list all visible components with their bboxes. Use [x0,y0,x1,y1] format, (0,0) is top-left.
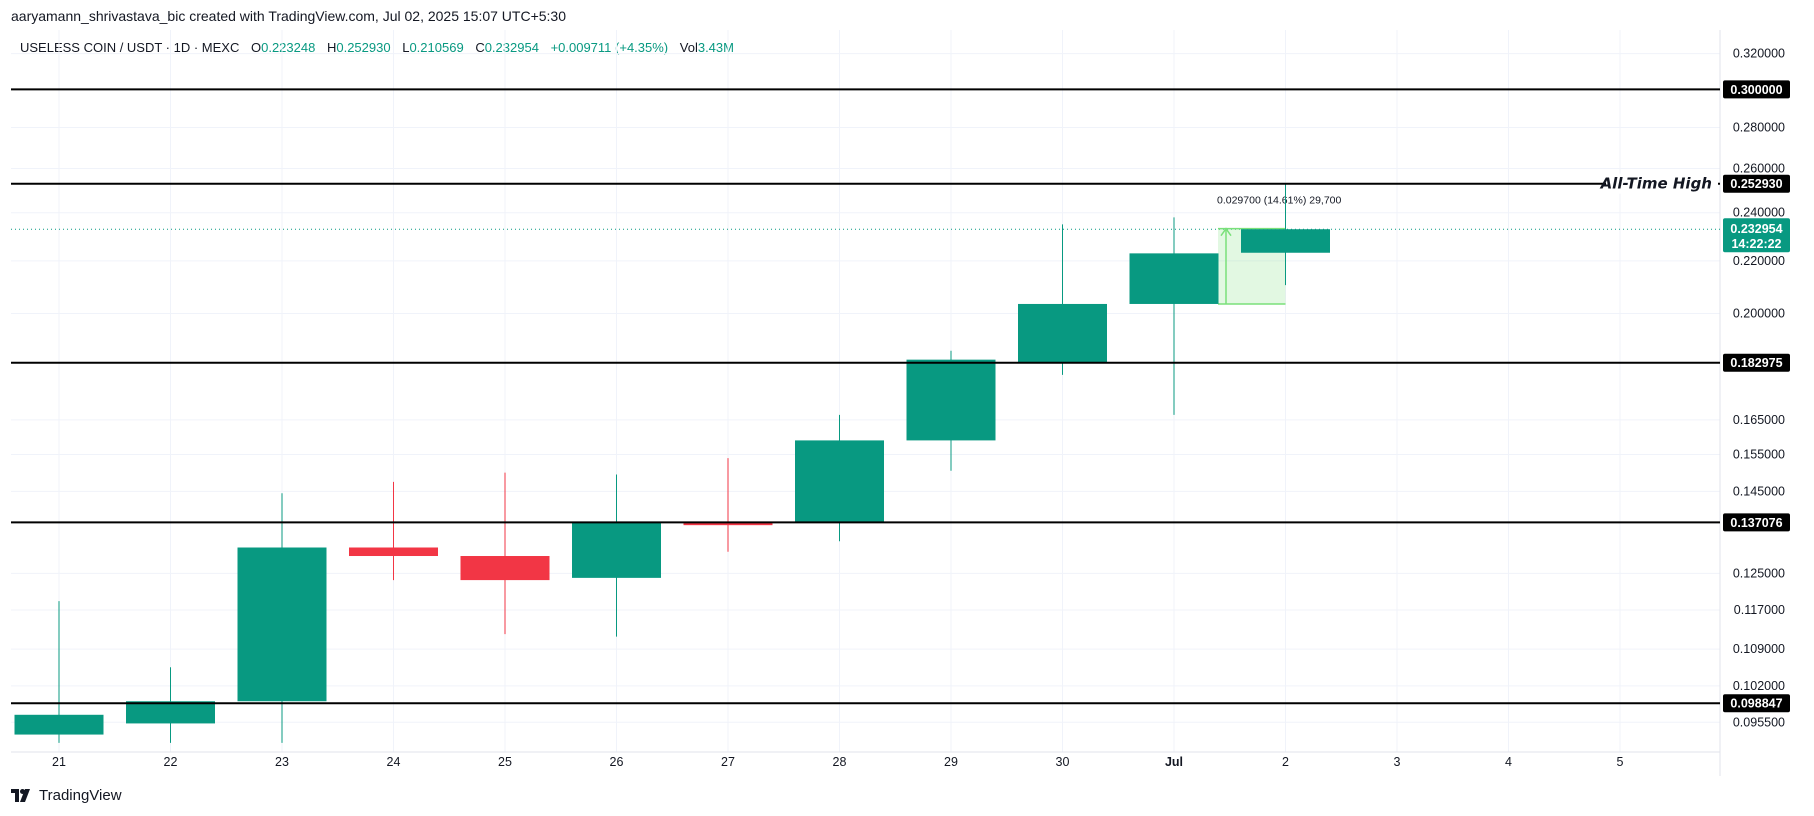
candle-body [906,359,996,441]
y-tick-label: 0.145000 [1733,484,1785,498]
level-price-badge [1723,353,1790,372]
last-price-badge [1723,218,1790,253]
close-value: 0.232954 [484,40,539,55]
candle-body [237,547,327,702]
measure-label: 0.029700 (14.61%) 29,700 [1217,195,1342,207]
high-value: 0.252930 [336,40,391,55]
level-price-label: 0.137076 [1730,516,1782,530]
low-key: L [402,40,410,55]
x-tick-label: 21 [52,755,66,769]
level-price-badge [1723,513,1790,532]
last-price-label: 0.232954 [1730,222,1782,236]
x-tick-label: 5 [1617,755,1624,769]
candle-body [1129,253,1219,304]
high-key: H [326,40,337,55]
x-tick-label: 26 [610,755,624,769]
symbol-name[interactable]: USELESS COIN / USDT · 1D · MEXC [20,40,240,55]
brand-name: TradingView [39,787,122,804]
y-tick-label: 0.095500 [1733,715,1785,729]
candle-body [126,701,215,724]
x-tick-label: Jul [1165,755,1183,769]
level-price-label: 0.252930 [1730,177,1782,191]
y-tick-label: 0.240000 [1733,206,1785,220]
x-tick-label: 28 [833,755,847,769]
y-tick-label: 0.109000 [1733,642,1785,656]
volume-key: Vol [679,40,698,55]
x-tick-label: 30 [1056,755,1070,769]
level-price-badge [1723,694,1790,713]
level-price-badge [1723,174,1790,193]
symbol-legend: USELESS COIN / USDT · 1D · MEXC O0.22324… [20,40,734,55]
y-tick-label: 0.220000 [1733,254,1785,268]
x-tick-label: 22 [164,755,178,769]
y-tick-label: 0.165000 [1733,413,1785,427]
x-tick-label: 4 [1505,755,1512,769]
x-tick-label: 27 [721,755,735,769]
y-tick-label: 0.200000 [1733,307,1785,321]
x-tick-label: 24 [387,755,401,769]
all-time-high-annotation: All-Time High [1600,175,1712,193]
close-key: C [475,40,485,55]
x-tick-label: 23 [275,755,289,769]
candle-body [14,714,104,735]
volume-value: 3.43M [697,40,734,55]
low-value: 0.210569 [409,40,464,55]
tradingview-logo-icon [11,789,30,802]
x-tick-label: 25 [498,755,512,769]
x-tick-label: 2 [1282,755,1289,769]
countdown-label: 14:22:22 [1731,237,1781,251]
candle-body [349,547,438,557]
candle-body [795,440,884,523]
chart-credit: aaryamann_shrivastava_bic created with T… [11,8,567,24]
level-price-label: 0.182975 [1730,356,1782,370]
change-value: +0.009711 (+4.35%) [550,40,669,55]
x-tick-label: 29 [944,755,958,769]
candle-body [683,522,773,526]
y-tick-label: 0.102000 [1733,679,1785,693]
level-price-label: 0.300000 [1730,83,1782,97]
open-value: 0.223248 [261,40,316,55]
y-tick-label: 0.320000 [1733,47,1785,61]
x-tick-label: 3 [1394,755,1401,769]
y-tick-label: 0.155000 [1733,447,1785,461]
level-price-label: 0.098847 [1730,697,1782,711]
candle-body [1018,303,1107,363]
y-tick-label: 0.117000 [1734,603,1785,617]
measure-arrow-head-icon [1220,227,1232,237]
annotation-background [1606,173,1718,194]
candle-body [572,522,661,578]
candle-body [1241,229,1330,253]
tradingview-brand[interactable]: TradingView [11,787,122,804]
open-key: O [250,40,262,55]
level-price-badge [1723,80,1790,99]
y-tick-label: 0.280000 [1733,121,1785,135]
candle-body [460,556,550,581]
y-tick-label: 0.125000 [1733,566,1785,580]
y-tick-label: 0.260000 [1733,161,1785,175]
